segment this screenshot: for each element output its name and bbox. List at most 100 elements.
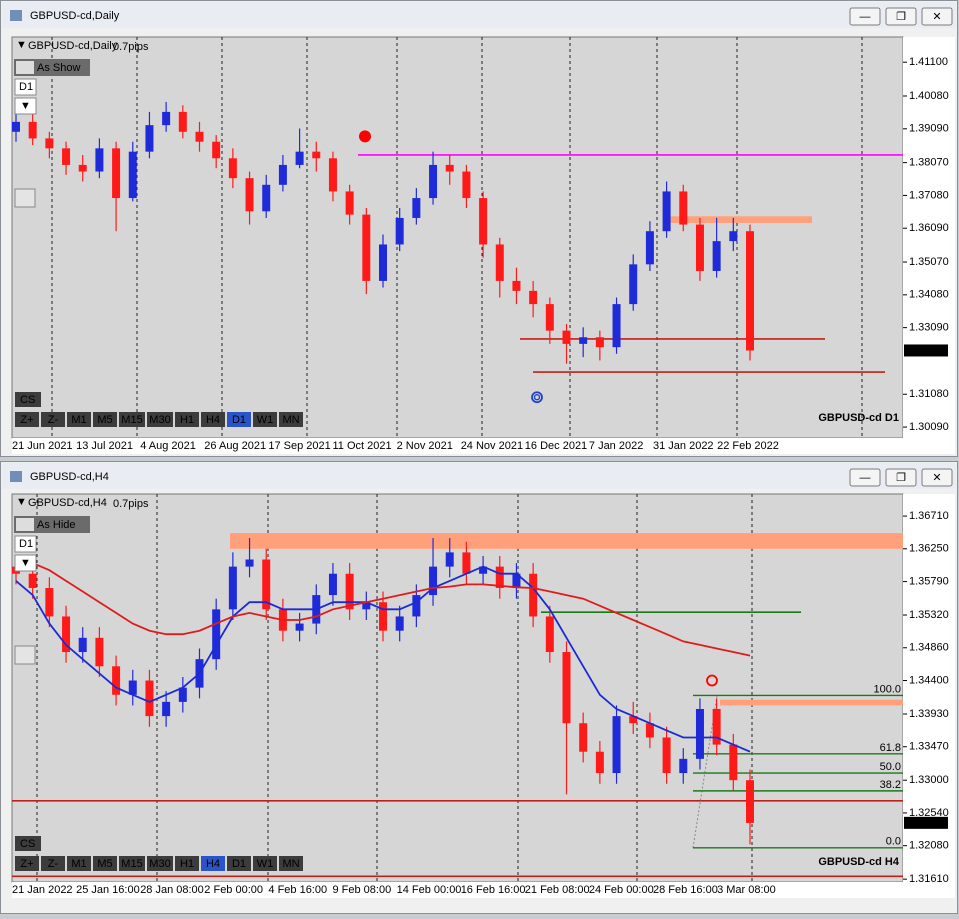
cs-button-label[interactable]: CS (20, 394, 35, 406)
timeframe-button-box[interactable] (147, 412, 173, 427)
window-button-icon[interactable]: ✕ (932, 472, 941, 484)
timeframe-button-box[interactable] (93, 412, 117, 427)
timeframe-button[interactable]: M15 (119, 856, 145, 871)
timeframe-button-label[interactable]: W1 (257, 414, 274, 426)
window-button-icon[interactable]: — (860, 11, 871, 23)
window-button-box[interactable] (849, 468, 881, 487)
hand-tool[interactable] (14, 188, 36, 208)
timeframe-button-box[interactable] (41, 412, 65, 427)
timeframe-button-label[interactable]: M30 (149, 858, 170, 870)
timeframe-button-box[interactable] (201, 412, 225, 427)
timeframe-button-label[interactable]: H1 (180, 414, 194, 426)
timeframe-button-label[interactable]: M1 (71, 414, 86, 426)
timeframe-button[interactable]: Z+ (15, 412, 39, 427)
window-button[interactable]: ✕ (921, 7, 953, 26)
hand-tool[interactable] (14, 645, 36, 665)
timeframe-button[interactable]: M30 (147, 412, 173, 427)
timeframe-button[interactable]: W1 (253, 856, 277, 871)
timeframe-button[interactable]: Z- (41, 412, 65, 427)
timeframe-button-label[interactable]: M5 (97, 414, 112, 426)
timeframe-button[interactable]: MN (279, 412, 303, 427)
timeframe-button-label[interactable]: M1 (71, 858, 86, 870)
timeframe-button-box[interactable] (253, 412, 277, 427)
timeframe-button-label[interactable]: H4 (206, 414, 220, 426)
window-button-icon[interactable]: ❐ (896, 11, 906, 23)
timeframe-button-label[interactable]: M30 (149, 414, 170, 426)
timeframe-button-label[interactable]: D1 (232, 414, 246, 426)
timeframe-box-bg[interactable] (14, 535, 37, 553)
timeframe-button-label[interactable]: Z+ (20, 414, 33, 426)
timeframe-button[interactable]: H4 (201, 856, 225, 871)
timeframe-button[interactable]: M5 (93, 856, 117, 871)
timeframe-button-box[interactable] (201, 856, 225, 871)
timeframe-box[interactable]: D1 (14, 78, 37, 96)
window-button[interactable]: — (849, 7, 881, 26)
cs-button[interactable]: CS (15, 836, 41, 851)
timeframe-button[interactable]: W1 (253, 412, 277, 427)
timeframe-button-label[interactable]: H4 (206, 858, 220, 870)
timeframe-button-label[interactable]: Z+ (20, 858, 33, 870)
timeframe-button-box[interactable] (15, 856, 39, 871)
timeframe-button-label[interactable]: H1 (180, 858, 194, 870)
timeframe-button-box[interactable] (279, 412, 303, 427)
window-button[interactable]: ✕ (921, 468, 953, 487)
timeframe-button-box[interactable] (147, 856, 173, 871)
timeframe-button-box[interactable] (279, 856, 303, 871)
timeframe-button-label[interactable]: W1 (257, 858, 274, 870)
timeframe-button[interactable]: H4 (201, 412, 225, 427)
timeframe-box[interactable]: D1 (14, 535, 37, 553)
timeframe-button[interactable]: MN (279, 856, 303, 871)
timeframe-button-box[interactable] (67, 412, 91, 427)
timeframe-button[interactable]: Z+ (15, 856, 39, 871)
timeframe-button-label[interactable]: M15 (121, 858, 142, 870)
toggle-check[interactable] (16, 518, 34, 531)
cs-button-box[interactable] (15, 392, 41, 407)
timeframe-button-box[interactable] (15, 412, 39, 427)
timeframe-button-label[interactable]: Z- (48, 414, 59, 426)
timeframe-button-label[interactable]: M5 (97, 858, 112, 870)
window-button[interactable]: — (849, 468, 881, 487)
window-button-box[interactable] (921, 7, 953, 26)
timeframe-button-label[interactable]: Z- (48, 858, 59, 870)
timeframe-label[interactable]: D1 (19, 81, 33, 93)
toggle-label[interactable]: As Hide (37, 519, 76, 531)
window-button[interactable]: ❐ (885, 7, 917, 26)
toggle[interactable]: As Hide (14, 516, 90, 533)
timeframe-button-label[interactable]: M15 (121, 414, 142, 426)
timeframe-button-box[interactable] (67, 856, 91, 871)
timeframe-button-label[interactable]: MN (282, 858, 299, 870)
timeframe-button-label[interactable]: D1 (232, 858, 246, 870)
timeframe-button[interactable]: H1 (175, 856, 199, 871)
window-button-icon[interactable]: ✕ (932, 11, 941, 23)
timeframe-button-box[interactable] (227, 856, 251, 871)
timeframe-button[interactable]: M1 (67, 412, 91, 427)
timeframe-button-box[interactable] (175, 412, 199, 427)
timeframe-button[interactable]: M5 (93, 412, 117, 427)
cs-button-label[interactable]: CS (20, 838, 35, 850)
window-button-icon[interactable]: ❐ (896, 472, 906, 484)
toggle-label[interactable]: As Show (37, 62, 80, 74)
timeframe-button-box[interactable] (119, 856, 145, 871)
timeframe-box-bg[interactable] (14, 78, 37, 96)
dropdown[interactable] (14, 97, 37, 115)
timeframe-button[interactable]: M1 (67, 856, 91, 871)
window-button-box[interactable] (849, 7, 881, 26)
timeframe-button-box[interactable] (119, 412, 145, 427)
window-button-icon[interactable]: — (860, 472, 871, 484)
window-button-box[interactable] (885, 7, 917, 26)
timeframe-button-box[interactable] (175, 856, 199, 871)
timeframe-label[interactable]: D1 (19, 538, 33, 550)
timeframe-button-box[interactable] (227, 412, 251, 427)
window-button-box[interactable] (885, 468, 917, 487)
timeframe-button[interactable]: D1 (227, 412, 251, 427)
timeframe-button-box[interactable] (253, 856, 277, 871)
timeframe-button-box[interactable] (93, 856, 117, 871)
timeframe-button[interactable]: Z- (41, 856, 65, 871)
timeframe-button[interactable]: D1 (227, 856, 251, 871)
window-button[interactable]: ❐ (885, 468, 917, 487)
timeframe-button-box[interactable] (41, 856, 65, 871)
toggle[interactable]: As Show (14, 59, 90, 76)
dropdown[interactable] (14, 554, 37, 572)
timeframe-button[interactable]: M30 (147, 856, 173, 871)
toggle-check[interactable] (16, 61, 34, 74)
